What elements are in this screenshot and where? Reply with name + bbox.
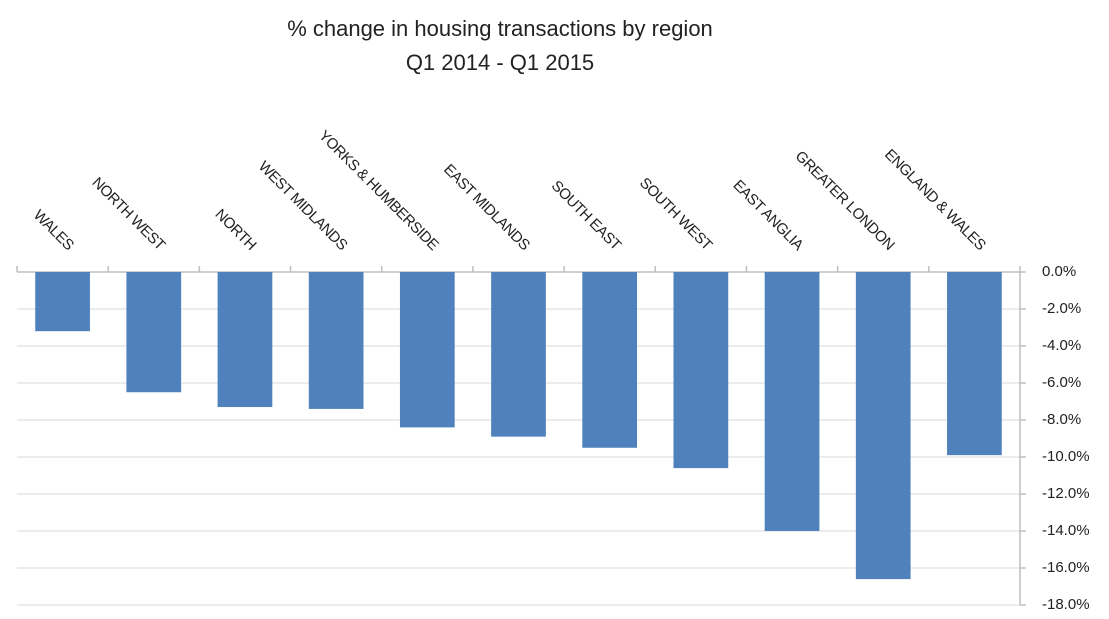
x-tick-label: ENGLAND & WALES [881, 146, 989, 254]
x-tick-label: WALES [30, 207, 77, 254]
bar [308, 272, 364, 409]
y-tick-label: -12.0% [1042, 485, 1090, 502]
y-tick-label: 0.0% [1042, 263, 1076, 280]
x-tick-label: NORTH WEST [89, 174, 169, 254]
x-tick-label: NORTH [212, 206, 260, 254]
bar [399, 272, 455, 428]
bar [491, 272, 546, 437]
bar [947, 272, 1002, 456]
y-tick-label: -18.0% [1042, 596, 1090, 613]
bar [217, 272, 273, 408]
x-tick-label: EAST ANGLIA [730, 177, 807, 254]
y-tick-label: -8.0% [1042, 411, 1081, 428]
bar [35, 272, 90, 332]
bar [764, 272, 820, 531]
chart-subtitle: Q1 2014 - Q1 2015 [406, 50, 594, 75]
bar [582, 272, 638, 448]
x-tick-label: SOUTH WEST [636, 174, 715, 253]
chart-title: % change in housing transactions by regi… [287, 16, 713, 41]
bar [855, 272, 911, 580]
x-tick-label: SOUTH EAST [548, 177, 624, 253]
y-tick-label: -14.0% [1042, 522, 1090, 539]
y-tick-label: -10.0% [1042, 448, 1090, 465]
bar [673, 272, 729, 469]
x-tick-label: EAST MIDLANDS [440, 161, 533, 254]
y-tick-label: -6.0% [1042, 374, 1081, 391]
y-tick-label: -2.0% [1042, 300, 1081, 317]
bar [126, 272, 182, 393]
x-tick-label: GREATER LONDON [792, 148, 898, 254]
y-tick-label: -4.0% [1042, 337, 1081, 354]
y-tick-label: -16.0% [1042, 559, 1090, 576]
x-tick-label: WEST MIDLANDS [255, 158, 351, 254]
